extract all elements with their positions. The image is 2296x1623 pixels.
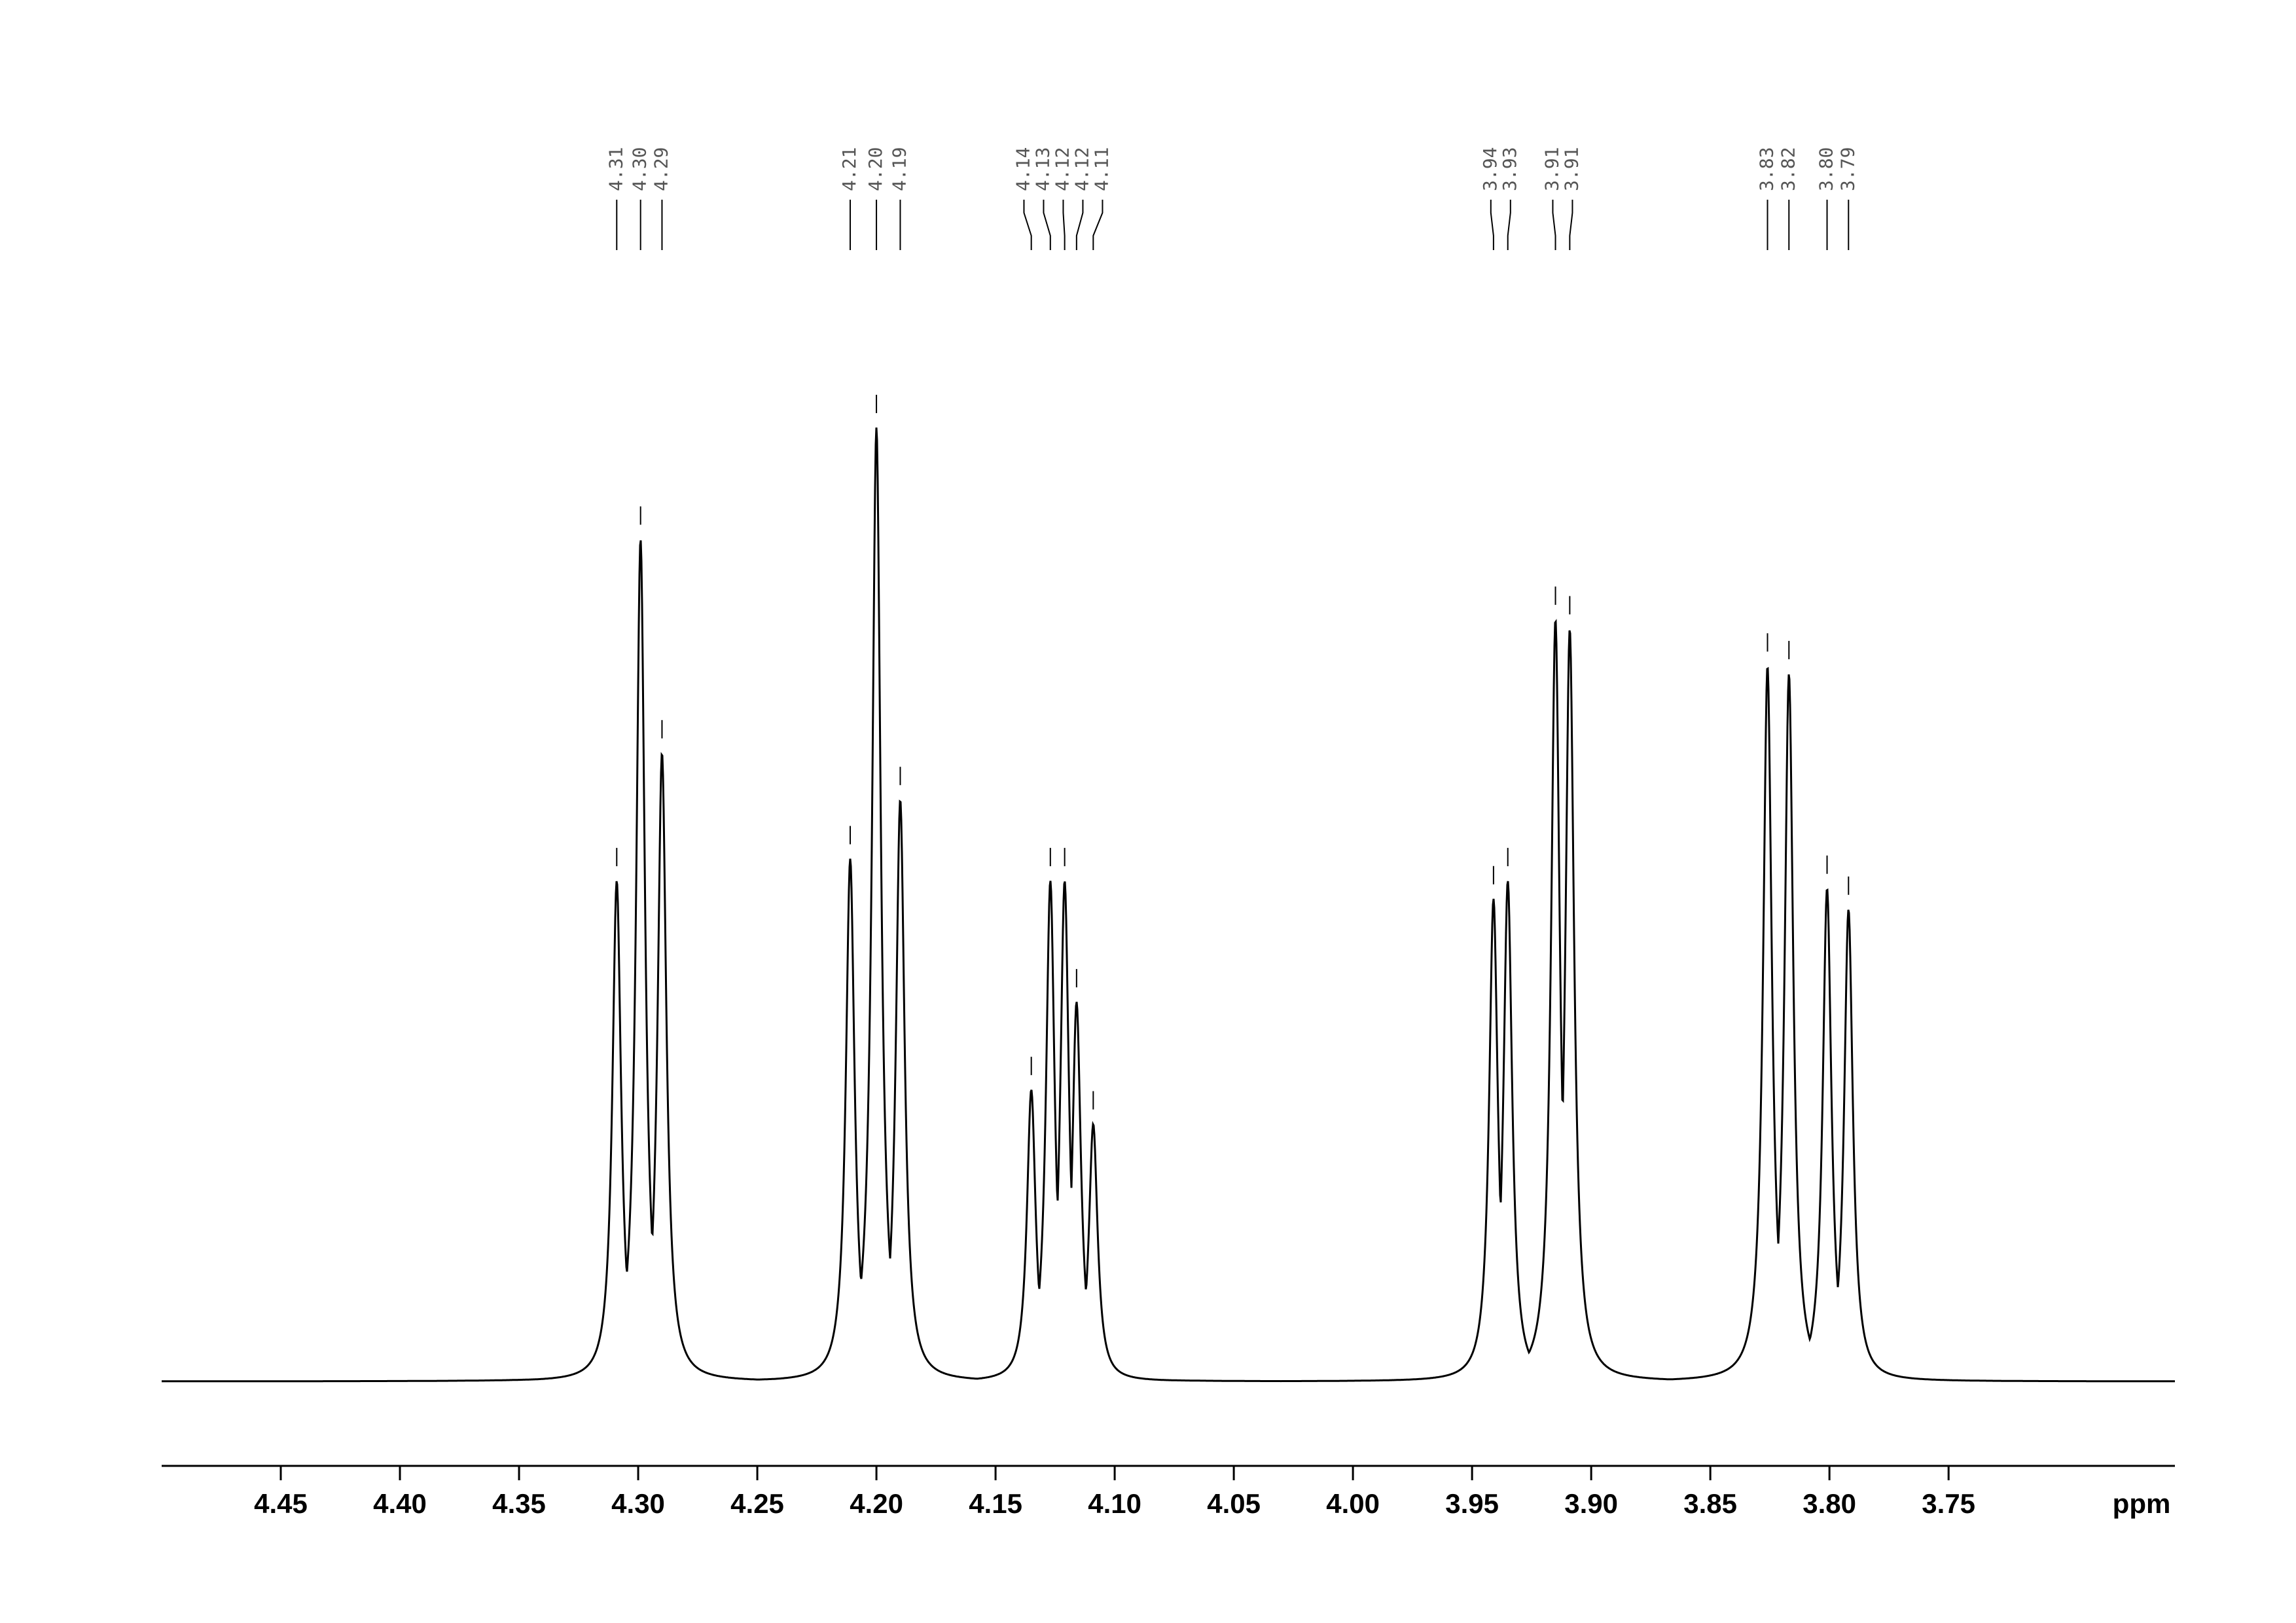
x-tick-label: 4.05 xyxy=(1207,1488,1261,1519)
x-tick-label: 3.75 xyxy=(1922,1488,1975,1519)
peak-connector xyxy=(1552,200,1556,250)
peak-label: 3.94 xyxy=(1479,147,1501,191)
peak-connector xyxy=(1075,200,1084,250)
peak-label: 4.30 xyxy=(629,147,651,191)
peak-label: 3.91 xyxy=(1560,147,1582,191)
peak-label: 3.79 xyxy=(1837,147,1858,191)
peak-label: 4.19 xyxy=(888,147,910,191)
x-tick-label: 3.85 xyxy=(1683,1488,1737,1519)
peak-label: 4.14 xyxy=(1012,147,1033,191)
x-axis-label: ppm xyxy=(2113,1488,2171,1519)
peak-label: 3.93 xyxy=(1499,147,1520,191)
peak-label: 3.83 xyxy=(1756,147,1778,191)
peak-label: 4.20 xyxy=(865,147,886,191)
x-tick-label: 3.95 xyxy=(1445,1488,1499,1519)
spectrum-curve xyxy=(162,428,2175,1383)
peak-label: 4.13 xyxy=(1031,147,1053,191)
peak-label: 4.12 xyxy=(1071,147,1092,191)
peak-connector xyxy=(1043,200,1051,250)
peak-label: 4.11 xyxy=(1090,147,1112,191)
peak-label: 4.31 xyxy=(605,147,626,191)
peak-label: 3.82 xyxy=(1777,147,1799,191)
peak-label: 4.21 xyxy=(838,147,860,191)
peak-label: 4.12 xyxy=(1051,147,1073,191)
x-tick-label: 4.15 xyxy=(969,1488,1022,1519)
peak-connector xyxy=(1507,200,1511,250)
x-tick-label: 4.40 xyxy=(373,1488,427,1519)
peak-label: 3.91 xyxy=(1541,147,1562,191)
x-tick-label: 4.35 xyxy=(492,1488,546,1519)
peak-connector xyxy=(1023,200,1032,250)
peak-label: 3.80 xyxy=(1816,147,1837,191)
x-tick-label: 4.20 xyxy=(850,1488,903,1519)
peak-connector xyxy=(1092,200,1103,250)
x-tick-label: 3.90 xyxy=(1564,1488,1618,1519)
peak-connector xyxy=(1490,200,1494,250)
x-tick-label: 4.00 xyxy=(1326,1488,1380,1519)
x-tick-label: 4.45 xyxy=(254,1488,308,1519)
peak-connector xyxy=(1062,200,1066,250)
x-tick-label: 4.10 xyxy=(1088,1488,1141,1519)
peak-label: 4.29 xyxy=(650,147,672,191)
x-tick-label: 4.25 xyxy=(730,1488,784,1519)
x-tick-label: 4.30 xyxy=(611,1488,665,1519)
peak-connector xyxy=(1569,200,1573,250)
x-tick-label: 3.80 xyxy=(1803,1488,1856,1519)
